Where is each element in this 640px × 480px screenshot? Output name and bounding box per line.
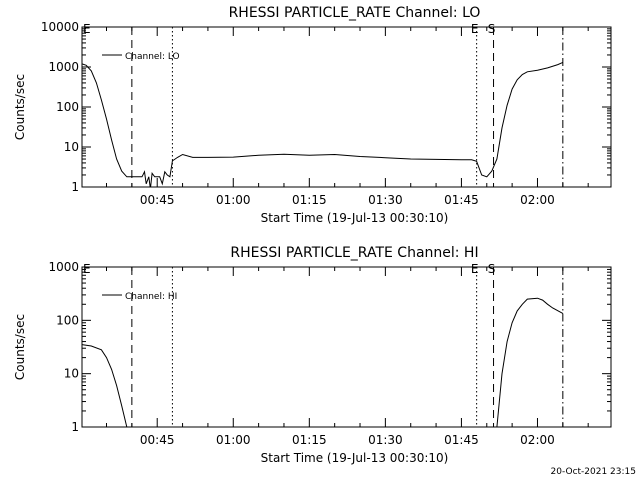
x-tick-label: 01:15	[292, 193, 327, 207]
chart-title: RHESSI PARTICLE_RATE Channel: HI	[230, 245, 478, 261]
series-line	[82, 61, 564, 187]
y-tick-label: 10	[64, 367, 79, 381]
chart-panel-hi: RHESSI PARTICLE_RATE Channel: HI Counts/s…	[13, 245, 612, 465]
x-tick-label: 01:45	[444, 433, 479, 447]
x-tick-label: 02:00	[520, 433, 555, 447]
x-tick-label: 01:30	[368, 193, 403, 207]
time-marker-label: E	[471, 262, 479, 276]
x-tick-label: 01:00	[216, 193, 251, 207]
chart-panel-lo: RHESSI PARTICLE_RATE Channel: LO Counts/s…	[13, 5, 612, 225]
x-tick-label: 01:15	[292, 433, 327, 447]
plot-frame	[81, 26, 612, 188]
x-tick-label: 00:45	[140, 193, 175, 207]
time-marker-label: E	[471, 22, 479, 36]
chart-title: RHESSI PARTICLE_RATE Channel: LO	[229, 5, 481, 21]
time-marker-label: E	[83, 262, 91, 276]
time-marker-label: S	[488, 22, 496, 36]
y-tick-label: 100	[56, 313, 79, 327]
plot-frame	[81, 266, 612, 428]
x-tick-label: 01:30	[368, 433, 403, 447]
y-tick-label: 10000	[41, 20, 79, 34]
x-tick-label: 02:00	[520, 193, 555, 207]
x-tick-label: 01:00	[216, 433, 251, 447]
y-axis-label: Counts/sec	[13, 74, 27, 140]
time-marker-label: S	[488, 262, 496, 276]
y-tick-label: 10	[64, 140, 79, 154]
x-tick-label: 00:45	[140, 433, 175, 447]
legend-label: Channel: HI	[125, 292, 177, 302]
time-marker-label: E	[83, 22, 91, 36]
y-tick-label: 1000	[48, 60, 79, 74]
y-tick-label: 1	[71, 180, 79, 194]
x-axis-label: Start Time (19-Jul-13 00:30:10)	[261, 211, 449, 225]
y-axis-label: Counts/sec	[13, 314, 27, 380]
series-line	[82, 297, 564, 427]
x-axis-label: Start Time (19-Jul-13 00:30:10)	[261, 451, 449, 465]
y-tick-label: 1000	[48, 260, 79, 274]
legend-label: Channel: LO	[125, 52, 180, 62]
y-tick-label: 100	[56, 100, 79, 114]
y-tick-label: 1	[71, 420, 79, 434]
plot-timestamp: 20-Oct-2021 23:15	[551, 467, 636, 477]
x-tick-label: 01:45	[444, 193, 479, 207]
